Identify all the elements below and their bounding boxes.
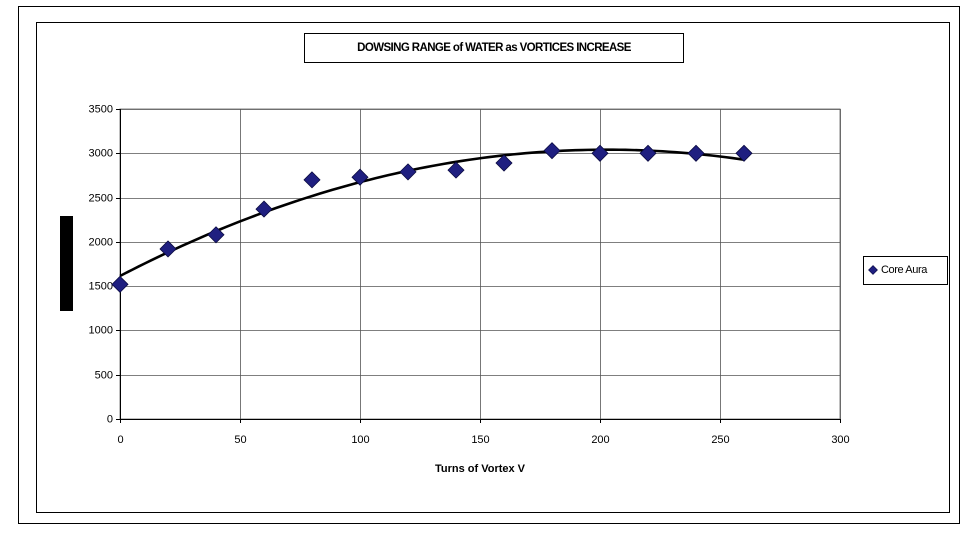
redacted-y-axis-title: [60, 216, 73, 311]
y-tick-label: 3000: [89, 147, 113, 159]
data-point: [351, 168, 369, 186]
x-tick-label: 0: [117, 434, 123, 446]
x-tick-label: 50: [234, 434, 246, 446]
data-point: [399, 163, 417, 181]
data-point: [543, 142, 561, 160]
x-tick-label: 250: [711, 434, 729, 446]
legend-box: [863, 256, 948, 285]
data-point: [207, 226, 225, 244]
x-tick-label: 150: [471, 434, 489, 446]
title-box: [304, 33, 684, 63]
y-tick-label: 0: [107, 413, 113, 425]
chart-title: DOWSING RANGE of WATER as VORTICES INCRE…: [357, 42, 632, 54]
x-tick-label: 200: [591, 434, 609, 446]
y-tick-label: 500: [95, 369, 113, 381]
y-tick-label: 2000: [89, 236, 113, 248]
legend-marker: [868, 265, 878, 275]
data-point: [591, 144, 609, 162]
data-point: [111, 275, 129, 293]
data-point: [303, 171, 321, 189]
data-point: [159, 240, 177, 258]
x-axis-title: Turns of Vortex V: [435, 463, 526, 475]
y-tick-label: 3500: [89, 103, 113, 115]
y-tick-label: 1500: [89, 280, 113, 292]
data-point: [735, 144, 753, 162]
data-point: [639, 144, 657, 162]
legend-label: Core Aura: [881, 264, 928, 276]
data-point: [447, 161, 465, 179]
x-tick-label: 100: [351, 434, 369, 446]
data-point: [495, 154, 513, 172]
data-point: [687, 144, 705, 162]
y-tick-label: 2500: [89, 192, 113, 204]
y-tick-label: 1000: [89, 324, 113, 336]
plot-area: [119, 108, 841, 420]
data-point: [255, 200, 273, 218]
trendline: [119, 148, 745, 278]
x-tick-label: 300: [831, 434, 849, 446]
